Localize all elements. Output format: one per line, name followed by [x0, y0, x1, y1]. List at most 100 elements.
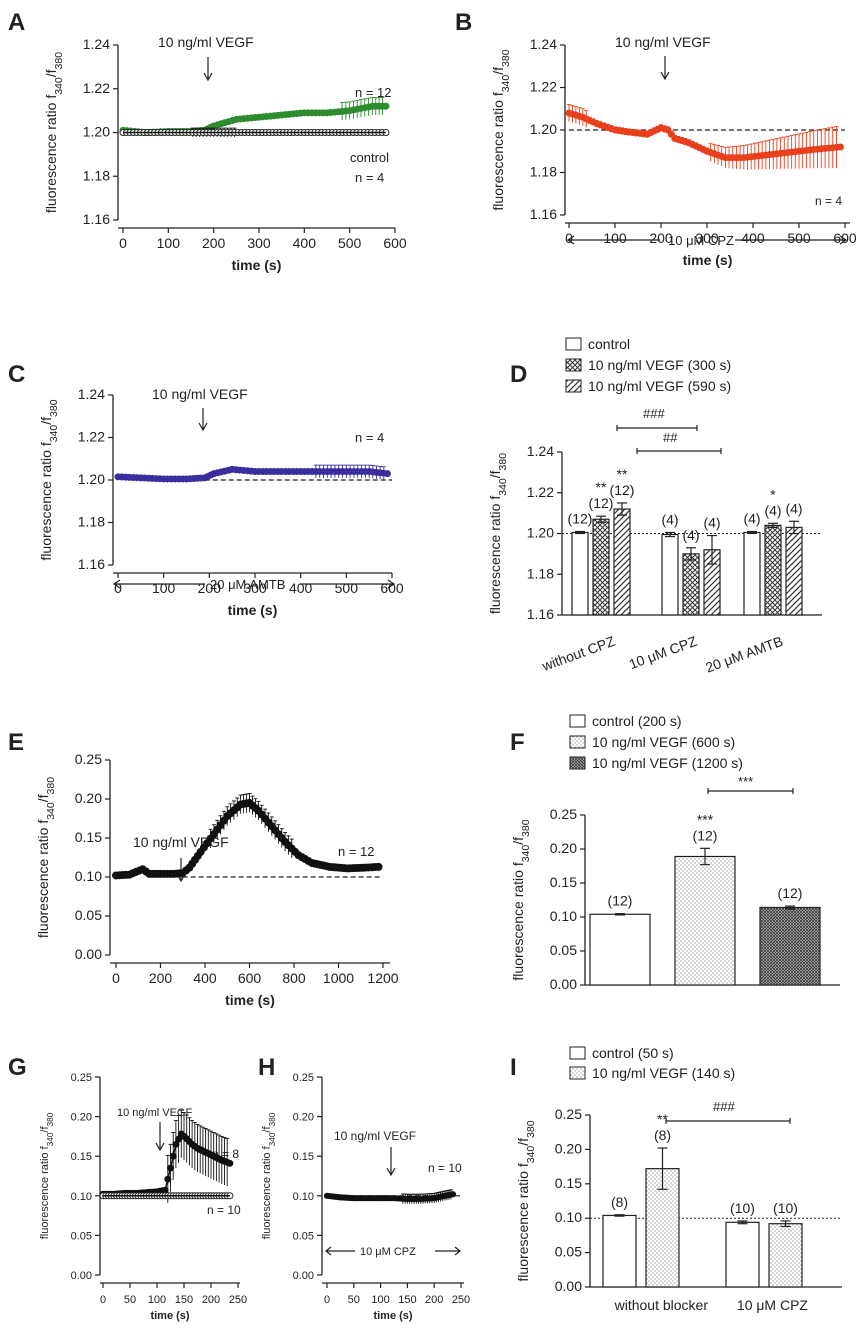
y-tick-label-C: 1.24: [78, 386, 105, 402]
y-tick-label-I: 0.10: [555, 1209, 582, 1225]
stim-label-a: 10 ng/ml VEGF: [158, 34, 254, 50]
panel-letter-b: B: [455, 9, 472, 36]
x-axis-label-A: time (s): [232, 257, 282, 273]
bar-F: [759, 906, 821, 986]
panel-letter-d: D: [510, 361, 527, 388]
n-label-I: (8): [654, 1127, 671, 1143]
legend-swatch-I: [569, 1066, 586, 1080]
x-tick-label-A: 100: [157, 235, 181, 251]
y-tick-label-G: 0.00: [71, 1270, 92, 1282]
x-tick-label-E: 1200: [367, 970, 398, 986]
y-tick-label-H: 0.10: [293, 1191, 314, 1203]
bar-F: [589, 913, 651, 986]
n-label-D: (4): [764, 502, 781, 518]
x-axis-label-H: time (s): [373, 1310, 412, 1322]
n-label-h: n = 10: [428, 1161, 462, 1175]
y-axis-label-I: fluorescence ratio f340/f380: [515, 1120, 537, 1281]
x-tick-label-B: 300: [695, 230, 719, 246]
bar-D: [661, 533, 679, 616]
n-label-I: (10): [730, 1200, 755, 1216]
x-tick-label-A: 0: [119, 235, 127, 251]
y-axis-label-D: fluorescence ratio f340/f380: [487, 453, 509, 614]
y-tick-label-B: 1.20: [530, 121, 557, 137]
n-label-D: (4): [661, 511, 678, 527]
x-tick-label-A: 400: [293, 235, 317, 251]
y-tick-label-I: 0.00: [555, 1278, 582, 1294]
legend-label-D: 10 ng/ml VEGF (300 s): [588, 357, 731, 373]
panel-letter-h: H: [258, 1054, 275, 1081]
legend-label-F: 10 ng/ml VEGF (600 s): [592, 734, 735, 750]
legend-swatch-D: [565, 379, 582, 393]
y-tick-label-E: 0.10: [75, 868, 102, 884]
n-label-g-bot: n = 10: [207, 1203, 241, 1217]
x-axis-label-B: time (s): [683, 252, 733, 268]
n-label-D: (4): [703, 515, 720, 531]
panel-letter-f: F: [510, 729, 525, 756]
group-label-D: without CPZ: [539, 633, 617, 675]
legend-swatch-I: [569, 1046, 586, 1060]
bar-D: [571, 531, 589, 616]
x-tick-label-H: 100: [371, 1294, 389, 1306]
x-tick-label-G: 200: [202, 1294, 220, 1306]
y-tick-label-A: 1.20: [83, 124, 110, 140]
y-tick-label-A: 1.24: [83, 36, 110, 52]
plots-layer: 1.16 1.18 1.20 1.22 1.24 fluorescence ratio f…: [35, 36, 857, 1322]
y-axis-label-E: fluorescence ratio f340/f380: [35, 777, 57, 938]
stim-arrows: [112, 56, 848, 1256]
y-tick-label-G: 0.15: [71, 1151, 92, 1163]
x-tick-label-H: 200: [425, 1294, 443, 1306]
series-line-C-amtb: [117, 468, 388, 480]
x-tick-label-C: 300: [243, 580, 267, 596]
y-tick-label-I: 0.15: [555, 1175, 582, 1191]
n-label-D: (4): [785, 500, 802, 516]
y-tick-label-E: 0.15: [75, 829, 102, 845]
x-tick-label-A: 600: [383, 235, 407, 251]
n-label-D: (12): [610, 482, 635, 498]
y-tick-label-C: 1.22: [78, 429, 105, 445]
stim-label-b: 10 ng/ml VEGF: [615, 34, 711, 50]
y-tick-label-D: 1.24: [527, 443, 554, 459]
group-label-I: without blocker: [614, 1297, 709, 1313]
n-label-I: (10): [773, 1200, 798, 1216]
x-tick-label-A: 500: [338, 235, 362, 251]
bar-I: [602, 1214, 637, 1288]
stim-label-h: 10 ng/ml VEGF: [334, 1129, 416, 1143]
y-tick-label-F: 0.25: [550, 806, 577, 822]
y-axis-label-B: fluorescence ratio f340/f380: [490, 49, 512, 210]
x-axis-label-C: time (s): [228, 602, 278, 618]
legend-label-D: 10 ng/ml VEGF (590 s): [588, 378, 731, 394]
significance-star-I: **: [657, 1111, 668, 1127]
x-tick-label-B: 600: [833, 230, 857, 246]
drug-label-c: 20 μM AMTB: [210, 577, 285, 592]
x-tick-label-C: 400: [289, 580, 313, 596]
y-tick-label-B: 1.16: [530, 206, 557, 222]
x-tick-label-B: 400: [741, 230, 765, 246]
y-tick-label-F: 0.00: [550, 976, 577, 992]
y-tick-label-D: 1.18: [527, 565, 554, 581]
panel-letter-e: E: [8, 729, 24, 756]
n-label-D: (4): [682, 527, 699, 543]
x-tick-label-E: 200: [149, 970, 173, 986]
drug-label-h: 10 μM CPZ: [360, 1246, 416, 1258]
y-tick-label-C: 1.16: [78, 556, 105, 572]
y-tick-label-D: 1.16: [527, 606, 554, 622]
sig-label-d-a: ###: [643, 406, 665, 421]
x-tick-label-C: 0: [114, 580, 122, 596]
y-tick-label-B: 1.22: [530, 79, 557, 95]
significance-star-D: **: [617, 466, 628, 482]
y-tick-label-C: 1.20: [78, 471, 105, 487]
n-label-c: n = 4: [355, 430, 384, 445]
sig-label-i: ###: [713, 1099, 735, 1114]
legend-swatch-F: [569, 714, 586, 728]
n-label-a-top: n = 12: [355, 85, 392, 100]
y-tick-label-C: 1.18: [78, 514, 105, 530]
x-tick-label-C: 600: [380, 580, 404, 596]
legend-label-I: control (50 s): [592, 1045, 674, 1061]
y-tick-label-A: 1.22: [83, 80, 110, 96]
legend-label-F: 10 ng/ml VEGF (1200 s): [592, 755, 743, 771]
legend-label-I: 10 ng/ml VEGF (140 s): [592, 1065, 735, 1081]
x-tick-label-B: 500: [787, 230, 811, 246]
y-tick-label-F: 0.15: [550, 874, 577, 890]
y-tick-label-F: 0.05: [550, 942, 577, 958]
y-tick-label-E: 0.25: [75, 751, 102, 767]
